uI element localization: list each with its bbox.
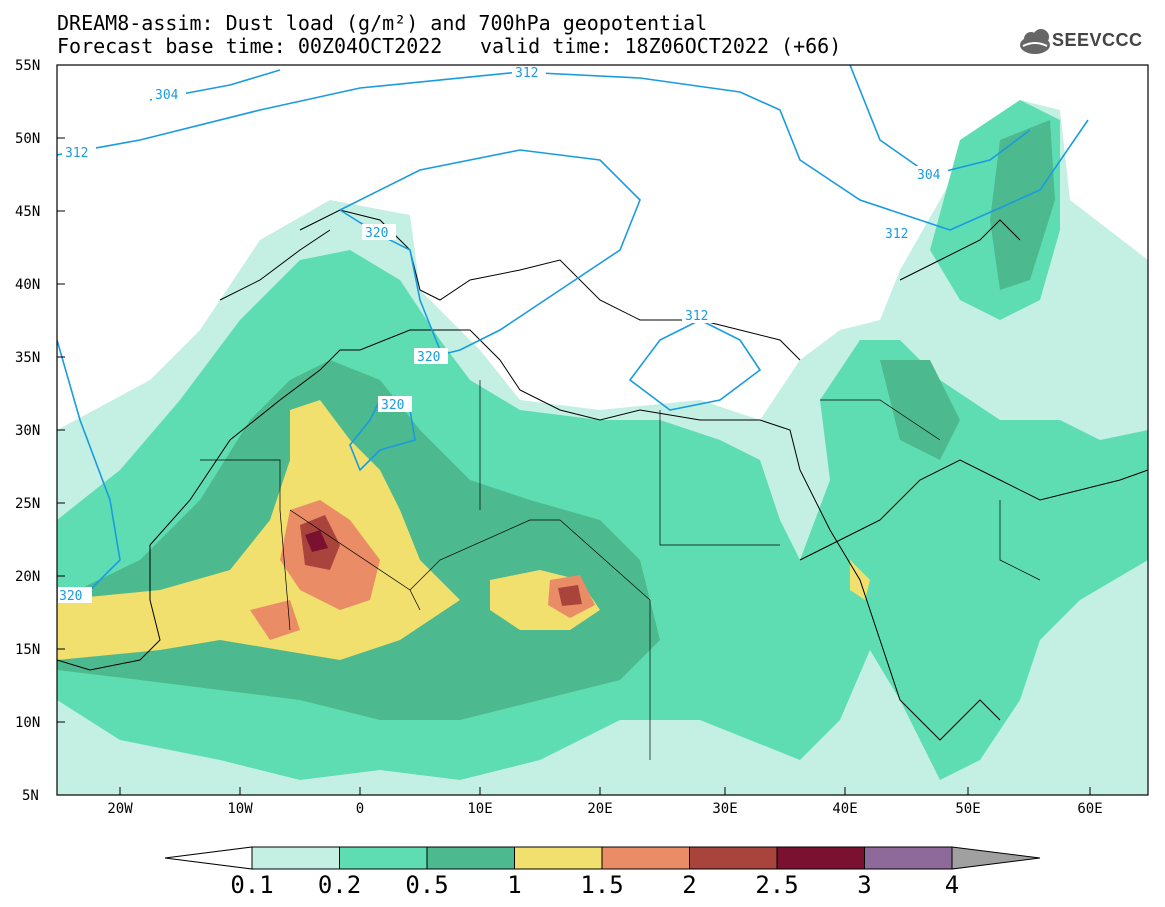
lon-label: 30E — [712, 801, 737, 817]
lat-label: 50N — [15, 131, 40, 147]
contour-label: 312 — [885, 227, 908, 242]
colorbar-label: 4 — [945, 871, 959, 899]
contour-312-north — [57, 71, 1089, 231]
colorbar-under-arrow — [164, 846, 253, 870]
colorbar-over-arrow — [951, 846, 1041, 870]
lon-label: 40E — [832, 801, 857, 817]
contour-label: 320 — [365, 226, 388, 241]
contour-312-med — [339, 149, 641, 356]
colorbar-segment — [776, 846, 865, 870]
longitude-axis: 20W 10W 0 10E 20E 30E 40E 50E 60E — [107, 787, 1103, 817]
contour-label: 312 — [685, 309, 708, 324]
borders — [200, 380, 1041, 760]
lon-label: 0 — [356, 801, 364, 817]
lat-label: 15N — [15, 642, 40, 658]
lat-label: 35N — [15, 350, 40, 366]
colorbar-segment — [426, 846, 515, 870]
lat-label: 40N — [15, 277, 40, 293]
colorbar-label: 1 — [507, 871, 521, 899]
lon-label: 60E — [1077, 801, 1102, 817]
colorbar-segment — [339, 846, 428, 870]
colorbar-segment — [689, 846, 778, 870]
forecast-base-time: Forecast base time: 00Z04OCT2022 — [57, 34, 443, 58]
latitude-axis: 55N 50N 45N 40N 35N 30N 25N 20N 15N 10N … — [15, 58, 65, 804]
colorbar-label: 0.1 — [230, 871, 273, 899]
contour-label: 320 — [381, 398, 404, 413]
contour-label: 312 — [65, 146, 88, 161]
lat-label: 5N — [22, 788, 39, 804]
cloud-icon — [1020, 29, 1050, 54]
colorbar-segment — [514, 846, 603, 870]
colorbar-label: 2 — [682, 871, 696, 899]
lon-label: 20W — [107, 801, 133, 817]
colorbar-label: 0.2 — [318, 871, 361, 899]
valid-time: valid time: 18Z06OCT2022 (+66) — [480, 34, 842, 58]
contour-label-group: 304 312 312 304 312 320 320 320 312 320 — [58, 64, 948, 604]
contour-312-crete — [628, 319, 762, 411]
lat-label: 55N — [15, 58, 40, 74]
colorbar-label: 0.5 — [405, 871, 448, 899]
dust-band-2_5 — [305, 530, 328, 552]
colorbar-segment — [601, 846, 690, 870]
dust-band-1_5-mauritania — [250, 600, 300, 640]
colorbar-label: 2.5 — [755, 871, 798, 899]
colorbar-label: 1.5 — [580, 871, 623, 899]
lon-label: 10W — [227, 801, 253, 817]
lat-label: 25N — [15, 496, 40, 512]
lon-label: 10E — [467, 801, 492, 817]
dust-band-2-chad — [558, 585, 582, 606]
lat-label: 45N — [15, 204, 40, 220]
lat-label: 30N — [15, 423, 40, 439]
contour-label: 312 — [515, 66, 538, 81]
contour-320-morocco — [349, 399, 416, 472]
dust-band-0_5-arabia — [880, 360, 960, 460]
logo-text: SEEVCCC — [1052, 30, 1143, 50]
contour-label: 320 — [59, 589, 82, 604]
map-title: DREAM8-assim: Dust load (g/m²) and 700hP… — [57, 11, 708, 35]
contour-label: 304 — [917, 168, 941, 183]
colorbar-segment — [864, 846, 953, 870]
dust-band-0_5-east — [990, 120, 1055, 290]
seevccc-logo — [1020, 29, 1050, 54]
lon-label: 50E — [955, 801, 980, 817]
lon-label: 20E — [587, 801, 612, 817]
lat-label: 20N — [15, 569, 40, 585]
colorbar-segment — [251, 846, 340, 870]
contour-label: 320 — [417, 350, 440, 365]
colorbar-label: 3 — [857, 871, 871, 899]
colorbar: 0.1 0.2 0.5 1 1.5 2 2.5 3 4 — [164, 846, 1041, 899]
contour-label: 304 — [155, 88, 179, 103]
lat-label: 10N — [15, 715, 40, 731]
